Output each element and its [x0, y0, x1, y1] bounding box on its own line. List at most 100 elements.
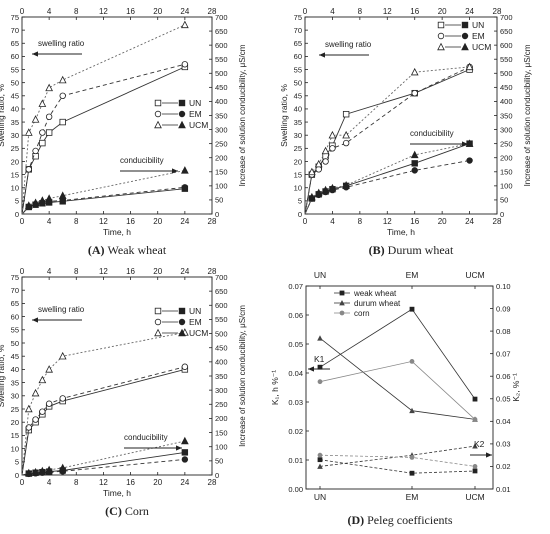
y-tick-label: 40 — [294, 105, 302, 114]
conducibility-point — [314, 188, 323, 197]
y-tick-label: 0.04 — [288, 369, 303, 378]
y2-tick-label: 0 — [215, 210, 219, 219]
annotation-conducibility: conducibility — [410, 129, 454, 138]
y2-tick-label: 0 — [215, 471, 219, 480]
y-tick-label: 70 — [294, 26, 302, 35]
swelling-point — [25, 166, 32, 173]
y2-tick-label: 650 — [500, 27, 513, 36]
annotation-conducibility: conducibility — [120, 156, 164, 165]
legend-marker-open — [154, 307, 162, 315]
conducibility-point — [342, 181, 350, 189]
y-tick-label: 60 — [11, 312, 19, 321]
legend-marker-filled — [461, 32, 469, 40]
swelling-line — [304, 66, 470, 215]
y-tick-label: 45 — [11, 352, 19, 361]
legend-label: UCM — [472, 42, 491, 52]
annotation-conducibility-arrow-head — [172, 168, 178, 174]
swelling-line — [21, 368, 186, 476]
x-top-tick-label: 16 — [410, 7, 419, 16]
x-top-tick-label: 4 — [330, 7, 335, 16]
legend-marker-filled — [178, 307, 186, 315]
y-tick-label: 0.00 — [288, 485, 303, 494]
y2-tick-label: 400 — [215, 358, 228, 367]
y-tick-label: 55 — [294, 65, 302, 74]
y2-tick-label: 350 — [215, 372, 228, 381]
legend-label: EM — [472, 31, 485, 41]
swelling-point — [314, 159, 323, 168]
k-point — [409, 407, 415, 414]
panel-a-weak-wheat: 0044881212161620202424282805101520253035… — [0, 7, 247, 257]
k-point — [317, 463, 323, 469]
x-top-tick-label: 28 — [208, 267, 217, 276]
annotation-k2: K2 — [474, 439, 485, 449]
legend-label: corn — [354, 309, 370, 318]
legend-marker-filled — [178, 99, 186, 107]
y2-tick-label: 50 — [500, 196, 508, 205]
x-top-tick-label: 16 — [126, 7, 135, 16]
y-tick-label: 0 — [15, 471, 19, 480]
panel-d-peleg-coefficients: UN UN EM EM UCM UCM 0.00 0.01 0.02 0.03 0.04 0.05 0.… — [270, 270, 521, 527]
x-top-tick-label: 0 — [303, 7, 308, 16]
y2-tick-label: 200 — [215, 154, 228, 163]
x-top-tick-label: 24 — [180, 267, 189, 276]
annotation-k1: K1 — [314, 354, 325, 364]
caption-text: Corn — [125, 504, 149, 518]
y-tick-label: 15 — [294, 170, 302, 179]
swelling-point — [38, 99, 47, 107]
k-point — [472, 468, 478, 474]
swelling-point — [59, 395, 66, 402]
x-tick-label: 0 — [303, 217, 308, 226]
x-tick-label: EM — [406, 492, 419, 502]
y2-tick-label: 150 — [215, 428, 228, 437]
x-axis-label: Time, h — [103, 488, 131, 498]
legend-marker-filled — [178, 328, 186, 337]
x-axis-label: Time, h — [387, 227, 415, 237]
y2-tick-label: 300 — [215, 386, 228, 395]
caption-text: Durum wheat — [388, 243, 454, 257]
y-tick-label: 45 — [11, 92, 19, 101]
y2-tick-label: 150 — [500, 168, 513, 177]
k2-line — [319, 459, 476, 474]
x-tick-label: 16 — [410, 217, 419, 226]
y2-tick-label: 500 — [215, 69, 228, 78]
conducibility-line — [21, 440, 185, 476]
k-point — [317, 452, 323, 458]
swelling-point — [31, 115, 40, 123]
swelling-point — [39, 408, 46, 415]
legend-marker-open — [437, 21, 445, 29]
conducibility-point — [411, 160, 418, 167]
k-point — [409, 470, 415, 476]
y-axis-label: Swelling ratio, % — [0, 84, 6, 147]
swelling-point — [59, 92, 66, 99]
swelling-point — [32, 147, 39, 155]
y2-tick-label: 250 — [215, 400, 228, 409]
caption-text: Peleg coefficients — [367, 513, 453, 527]
swelling-point — [45, 113, 53, 121]
k-point — [317, 364, 323, 370]
legend-label: EM — [189, 317, 202, 327]
y-tick-label: 0.05 — [288, 340, 303, 349]
legend-label: UN — [472, 20, 484, 30]
y2-tick-label: 0.04 — [496, 417, 511, 426]
y-tick-label: 75 — [11, 13, 19, 22]
swelling-point — [45, 83, 53, 92]
conducibility-point — [308, 192, 316, 201]
y-tick-label: 40 — [11, 105, 19, 114]
k-point — [317, 457, 323, 463]
caption-text: Weak wheat — [108, 243, 167, 257]
legend-label: durum wheat — [354, 299, 401, 308]
annotation-k2-arrow-head — [486, 452, 492, 458]
x-tick-label: 24 — [180, 478, 189, 487]
swelling-point — [342, 139, 350, 147]
caption-letter: (D) — [347, 513, 367, 527]
swelling-point — [24, 404, 33, 413]
y-tick-label: 65 — [294, 39, 302, 48]
swelling-point — [181, 61, 189, 68]
y-tick-label: 25 — [11, 405, 19, 414]
swelling-point — [32, 416, 39, 423]
x-top-tick-label: EM — [406, 270, 419, 280]
legend-label: UN — [189, 306, 201, 316]
swelling-point — [465, 62, 474, 71]
y2-tick-label: 350 — [215, 111, 228, 120]
y-tick-label: 0 — [298, 210, 302, 219]
